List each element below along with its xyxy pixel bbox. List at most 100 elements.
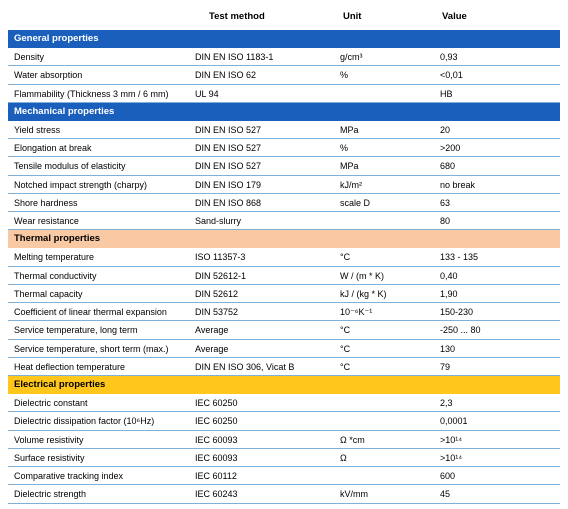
properties-table: General properties Density DIN EN ISO 1183… [8, 30, 560, 504]
value-cell: 600 [440, 471, 456, 481]
property-name-cell: Elongation at break [14, 143, 92, 153]
table-row: Service temperature, short term (max.) Av… [8, 340, 560, 358]
unit-cell: kV/mm [340, 489, 368, 500]
test-method-cell: DIN EN ISO 527 [195, 124, 262, 135]
property-name-cell: Yield stress [14, 124, 61, 135]
section-header-mech: Mechanical properties [8, 102, 560, 121]
table-row: Coefficient of linear thermal expansion D… [8, 303, 560, 322]
property-name-cell: Shore hardness [14, 197, 78, 208]
property-name-cell: Comparative tracking index [14, 471, 124, 481]
column-header: Test method Unit Value [0, 0, 568, 30]
section-header-general: General properties [8, 30, 560, 48]
table-row: Water absorption DIN EN ISO 62% <0,01 [8, 66, 560, 85]
unit-cell: % [340, 143, 349, 153]
table-row: Comparative tracking index IEC 60112 600 [8, 467, 560, 486]
table-row: Dielectric strength IEC 60243 kV/mm 45 [8, 485, 560, 504]
unit-cell: kJ/m² [340, 179, 362, 190]
value-cell: <0,01 [440, 70, 463, 81]
test-method-cell: DIN 53752 [195, 307, 239, 317]
value-cell: 79 [440, 361, 451, 372]
property-name-cell: Service temperature, short term (max.) [14, 343, 169, 354]
value-cell: 150-230 [440, 307, 474, 317]
test-method-cell: DIN EN ISO 1183-1 [195, 52, 274, 62]
test-method-cell: Sand-slurry [195, 216, 242, 226]
unit-cell: °C [340, 252, 351, 263]
table-row: Thermal capacity DIN 52612 kJ / (kg * K) 1,… [8, 285, 560, 303]
value-cell: 133 - 135 [440, 252, 479, 263]
test-method-cell: DIN EN ISO 306, Vicat B [195, 361, 295, 372]
test-method-cell: DIN EN ISO 179 [195, 179, 262, 190]
test-method-cell: DIN EN ISO 868 [195, 197, 262, 208]
unit-cell: 10⁻⁶K⁻¹ [340, 307, 373, 317]
value-cell: -250 ... 80 [440, 325, 481, 336]
table-row: Notched impact strength (charpy) DIN EN I… [8, 176, 560, 194]
unit-cell: Ω [340, 452, 347, 463]
value-cell: 130 [440, 343, 456, 354]
test-method-cell: IEC 60250 [195, 416, 238, 427]
table-row: Yield stress DIN EN ISO 527 MPa 20 [8, 121, 560, 139]
property-name-cell: Coefficient of linear thermal expansion [14, 307, 167, 317]
table-row: Melting temperature ISO 11357-3 °C 133 - 13… [8, 248, 560, 267]
property-name-cell: Service temperature, long term [14, 325, 138, 336]
property-name-cell: Dielectric strength [14, 489, 87, 500]
unit-cell: °C [340, 325, 351, 336]
unit-cell: MPa [340, 161, 359, 172]
test-method-cell: DIN 52612 [195, 288, 239, 299]
test-method-cell: IEC 60243 [195, 489, 238, 500]
value-cell: no break [440, 179, 476, 190]
property-name-cell: Volume resistivity [14, 434, 84, 445]
table-row: Density DIN EN ISO 1183-1 g/cm³ 0,93 [8, 48, 560, 67]
table-row: Surface resistivity IEC 60093 Ω >10¹⁴ [8, 449, 560, 467]
test-method-cell: Average [195, 343, 229, 354]
property-name-cell: Surface resistivity [14, 452, 85, 463]
unit-cell: g/cm³ [340, 52, 363, 62]
value-cell: 0,40 [440, 270, 458, 281]
header-test-method: Test method [209, 11, 265, 22]
value-cell: 80 [440, 216, 451, 226]
test-method-cell: ISO 11357-3 [195, 252, 246, 263]
table-row: Volume resistivity IEC 60093 Ω *cm >10¹⁴ [8, 431, 560, 449]
property-name-cell: Flammability (Thickness 3 mm / 6 mm) [14, 88, 169, 99]
property-name-cell: Notched impact strength (charpy) [14, 179, 148, 190]
property-name-cell: Dielectric dissipation factor (10⁶Hz) [14, 416, 155, 427]
table-row: Service temperature, long term Average °C -… [8, 321, 560, 340]
property-name-cell: Water absorption [14, 70, 83, 81]
property-name-cell: Heat deflection temperature [14, 361, 126, 372]
table-row: Tensile modulus of elasticity DIN EN ISO … [8, 157, 560, 176]
unit-cell: % [340, 70, 349, 81]
value-cell: 63 [440, 197, 451, 208]
unit-cell: MPa [340, 124, 359, 135]
unit-cell: kJ / (kg * K) [340, 288, 387, 299]
table-row: Thermal conductivity DIN 52612-1 W / (m * … [8, 267, 560, 285]
table-row: Heat deflection temperature DIN EN ISO 30… [8, 358, 560, 376]
property-name-cell: Density [14, 52, 45, 62]
test-method-cell: IEC 60250 [195, 398, 238, 408]
property-name-cell: Dielectric constant [14, 398, 88, 408]
test-method-cell: DIN 52612-1 [195, 270, 247, 281]
header-unit: Unit [343, 11, 362, 22]
value-cell: 2,3 [440, 398, 453, 408]
test-method-cell: DIN EN ISO 62 [195, 70, 257, 81]
unit-cell: scale D [340, 197, 371, 208]
value-cell: 680 [440, 161, 456, 172]
test-method-cell: IEC 60093 [195, 452, 238, 463]
test-method-cell: DIN EN ISO 527 [195, 161, 262, 172]
value-cell: >10¹⁴ [440, 434, 463, 445]
test-method-cell: IEC 60112 [195, 471, 237, 481]
value-cell: 1,90 [440, 288, 458, 299]
test-method-cell: IEC 60093 [195, 434, 238, 445]
property-name-cell: Thermal conductivity [14, 270, 97, 281]
test-method-cell: UL 94 [195, 88, 219, 99]
value-cell: >200 [440, 143, 461, 153]
value-cell: 20 [440, 124, 451, 135]
property-name-cell: Melting temperature [14, 252, 95, 263]
unit-cell: Ω *cm [340, 434, 365, 445]
value-cell: 45 [440, 489, 451, 500]
value-cell: 0,93 [440, 52, 458, 62]
unit-cell: W / (m * K) [340, 270, 384, 281]
property-name-cell: Tensile modulus of elasticity [14, 161, 126, 172]
table-row: Flammability (Thickness 3 mm / 6 mm) UL 9… [8, 85, 560, 103]
value-cell: 0,0001 [440, 416, 468, 427]
test-method-cell: Average [195, 325, 229, 336]
